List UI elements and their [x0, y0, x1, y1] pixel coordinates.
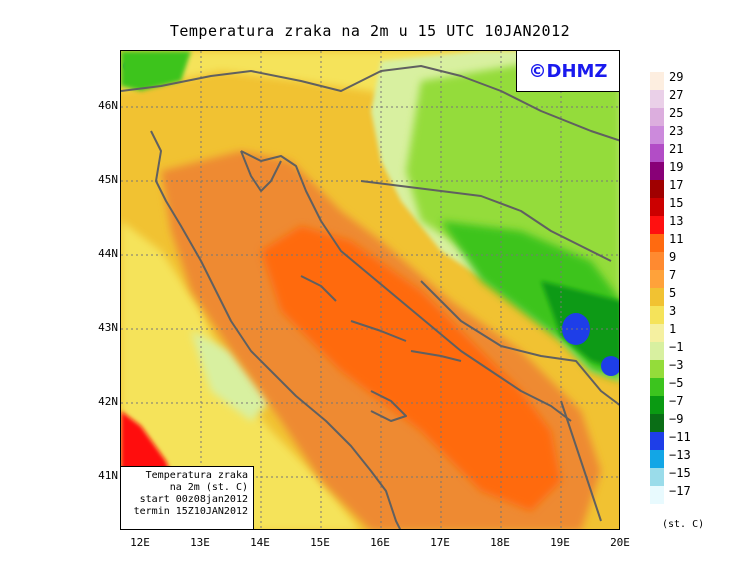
legend-swatch	[650, 288, 664, 306]
legend-swatch	[650, 162, 664, 180]
legend-swatch	[650, 378, 664, 396]
legend-label: 19	[669, 160, 684, 174]
field-cold-spot-east2	[601, 356, 619, 376]
legend-unit: (st. C)	[662, 519, 705, 530]
legend-swatch	[650, 72, 664, 90]
coastlines-borders	[121, 65, 619, 529]
legend-swatch	[650, 126, 664, 144]
lat-tick-41: 41N	[98, 469, 118, 482]
albania-coast	[560, 400, 602, 522]
lon-tick-13: 13E	[190, 536, 210, 549]
field-italy-green	[191, 331, 271, 421]
island-2	[350, 320, 407, 342]
istria	[240, 150, 282, 192]
legend-swatch	[650, 270, 664, 288]
lon-tick-16: 16E	[370, 536, 390, 549]
legend-swatch	[650, 90, 664, 108]
legend-label: 5	[669, 286, 677, 300]
legend-label: −13	[669, 448, 691, 462]
legend-label: 21	[669, 142, 684, 156]
lat-tick-45: 45N	[98, 173, 118, 186]
legend-swatch	[650, 342, 664, 360]
legend-label: 25	[669, 106, 684, 120]
legend-label: −9	[669, 412, 684, 426]
northern-border	[121, 65, 619, 142]
lat-lon-grid	[121, 51, 619, 529]
legend-swatch	[650, 360, 664, 378]
temperature-map	[120, 50, 620, 530]
legend-swatch	[650, 108, 664, 126]
field-sea-warm	[261, 226, 561, 511]
field-italy-light	[121, 221, 360, 529]
lon-tick-19: 19E	[550, 536, 570, 549]
legend-swatch	[650, 306, 664, 324]
legend-label: 1	[669, 322, 677, 336]
legend-label: 15	[669, 196, 684, 210]
legend-label: 17	[669, 178, 684, 192]
legend-label: 13	[669, 214, 684, 228]
info-line-title: Temperatura zraka	[145, 470, 248, 481]
legend-label: 29	[669, 70, 684, 84]
bosnia-border	[360, 180, 612, 262]
lat-tick-42: 42N	[98, 395, 118, 408]
legend-swatch	[650, 252, 664, 270]
map-title: Temperatura zraka na 2m u 15 UTC 10JAN20…	[169, 22, 571, 40]
lon-tick-18: 18E	[490, 536, 510, 549]
lon-tick-15: 15E	[310, 536, 330, 549]
color-legend: 29 27 25 23 21 19 17 15 13 11 9 7 5 3 1 −1 −3 −5 −7 −9 −11 −1…	[650, 70, 740, 532]
info-line-start: start 00z08jan2012	[139, 494, 248, 505]
info-line-unit: na 2m (st. C)	[169, 482, 248, 493]
lat-tick-44: 44N	[98, 247, 118, 260]
dhmz-logo: ©DHMZ	[516, 50, 620, 92]
legend-swatch	[650, 414, 664, 432]
legend-label: −5	[669, 376, 684, 390]
lon-tick-12: 12E	[130, 536, 150, 549]
legend-label: −1	[669, 340, 684, 354]
legend-label: −7	[669, 394, 684, 408]
legend-swatch	[650, 396, 664, 414]
legend-label: 11	[669, 232, 684, 246]
legend-label: 9	[669, 250, 677, 264]
field-nw-green	[121, 51, 191, 91]
legend-swatch	[650, 198, 664, 216]
legend-swatch	[650, 324, 664, 342]
info-box: Temperatura zraka na 2m (st. C) start 00…	[120, 466, 254, 530]
bosnia-south-border	[420, 280, 619, 406]
legend-label: −11	[669, 430, 691, 444]
lon-tick-17: 17E	[430, 536, 450, 549]
legend-label: 3	[669, 304, 677, 318]
legend-label: 27	[669, 88, 684, 102]
legend-swatch	[650, 144, 664, 162]
lat-tick-43: 43N	[98, 321, 118, 334]
gargano	[370, 390, 407, 422]
map-canvas	[121, 51, 619, 529]
legend-swatch	[650, 468, 664, 486]
italy-coast	[150, 130, 402, 529]
island-3	[410, 350, 462, 362]
lon-tick-20: 20E	[610, 536, 630, 549]
legend-label: 23	[669, 124, 684, 138]
lon-tick-14: 14E	[250, 536, 270, 549]
legend-label: 7	[669, 268, 677, 282]
legend-swatch	[650, 432, 664, 450]
legend-swatch	[650, 486, 664, 504]
island-1	[300, 275, 337, 302]
legend-label: −3	[669, 358, 684, 372]
legend-swatch	[650, 450, 664, 468]
legend-label: −17	[669, 484, 691, 498]
info-line-termin: termin 15Z10JAN2012	[133, 506, 248, 517]
legend-swatch	[650, 216, 664, 234]
lat-tick-46: 46N	[98, 99, 118, 112]
legend-label: −15	[669, 466, 691, 480]
croatia-coast	[240, 150, 572, 422]
legend-swatch	[650, 234, 664, 252]
legend-swatch	[650, 180, 664, 198]
